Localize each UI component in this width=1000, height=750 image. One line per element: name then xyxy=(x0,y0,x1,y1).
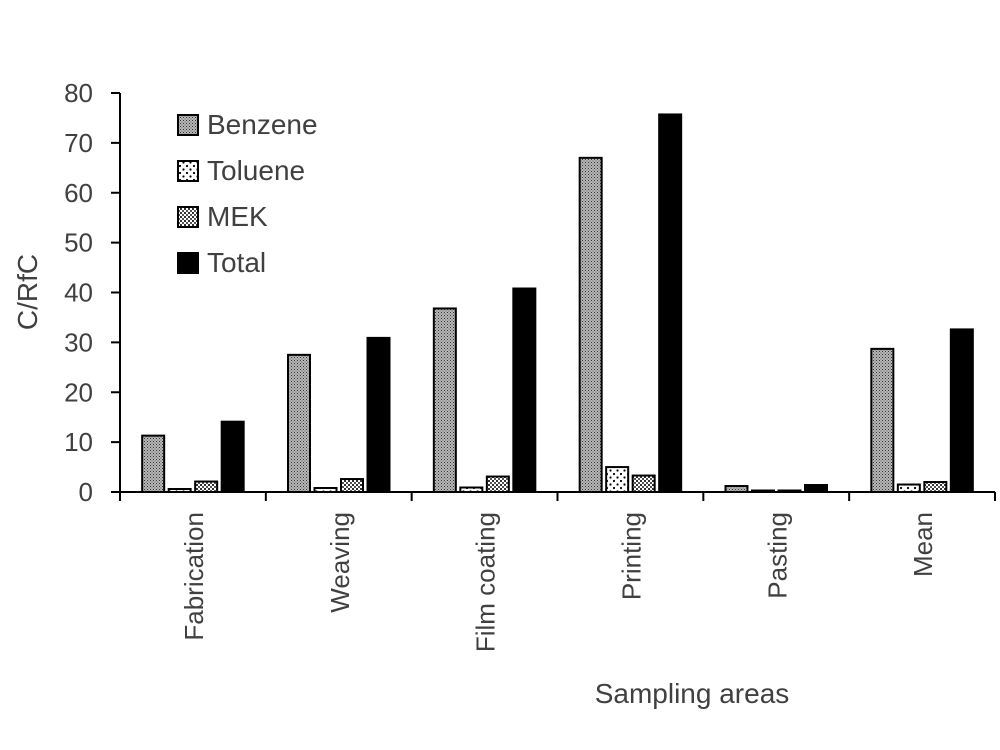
bar-total-pasting xyxy=(804,484,828,493)
x-category-label: Fabrication xyxy=(179,512,209,641)
bar-mek-printing xyxy=(631,474,656,494)
legend: Benzene Toluene MEK Total xyxy=(177,109,318,278)
y-tick-label: 20 xyxy=(64,377,93,407)
legend-label-total: Total xyxy=(207,247,266,278)
bar-toluene-printing xyxy=(605,466,630,493)
y-tick-label: 0 xyxy=(79,477,93,507)
x-axis-title: Sampling areas xyxy=(595,678,790,709)
bar-benzene-printing xyxy=(578,156,603,493)
bar-mek-weaving xyxy=(340,478,364,494)
bar-benzene-fabrication xyxy=(141,434,166,493)
y-tick-label: 10 xyxy=(64,427,93,457)
bar-total-printing xyxy=(658,113,683,493)
x-category-label: Printing xyxy=(616,512,646,600)
bar-total-film-coating xyxy=(512,287,537,494)
bar-toluene-mean xyxy=(896,483,921,493)
legend-label-benzene: Benzene xyxy=(207,109,318,140)
x-category-label: Pasting xyxy=(762,512,792,599)
bar-total-fabrication xyxy=(220,420,245,493)
y-tick-label: 50 xyxy=(64,228,93,258)
bar-mek-film-coating xyxy=(485,475,510,494)
y-tick-label: 40 xyxy=(64,278,93,308)
y-tick-label: 60 xyxy=(64,178,93,208)
x-category-label: Film coating xyxy=(471,512,501,652)
bar-benzene-film-coating xyxy=(432,307,457,493)
legend-swatch-total xyxy=(177,252,199,274)
legend-swatch-benzene xyxy=(177,114,199,136)
legend-label-mek: MEK xyxy=(207,201,268,232)
bar-mek-mean xyxy=(923,481,948,493)
y-tick-label: 80 xyxy=(64,78,93,108)
legend-label-toluene: Toluene xyxy=(207,155,305,186)
legend-swatch-mek xyxy=(177,206,199,228)
y-tick-label: 70 xyxy=(64,128,93,158)
bar-total-weaving xyxy=(366,336,391,494)
axes-layer: 0 10 20 30 40 50 60 70 80 Fabrication Weaving Film … xyxy=(64,78,996,652)
x-category-label: Mean xyxy=(908,512,938,577)
legend-swatch-toluene xyxy=(177,160,199,182)
y-axis-title: C/RfC xyxy=(12,254,43,330)
bar-mek-fabrication xyxy=(194,480,219,493)
x-category-label: Weaving xyxy=(325,512,355,613)
bar-benzene-weaving xyxy=(287,353,311,493)
y-tick-label: 30 xyxy=(64,327,93,357)
bar-total-mean xyxy=(949,328,974,493)
bar-benzene-mean xyxy=(870,347,895,494)
